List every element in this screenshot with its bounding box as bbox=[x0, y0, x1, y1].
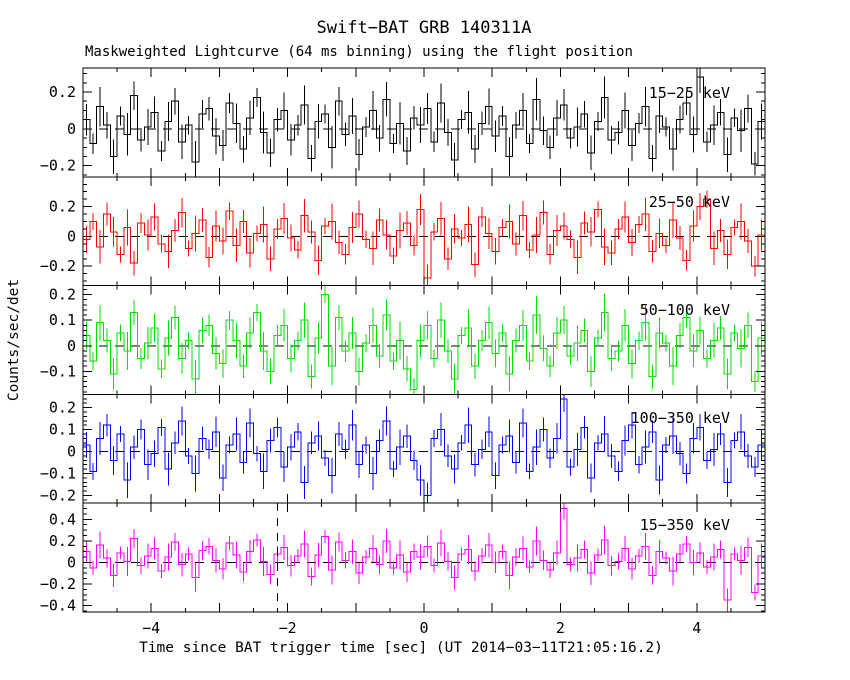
panel-4-y-tick-label: −0.4 bbox=[40, 597, 76, 615]
panel-0-y-tick-label: −0.2 bbox=[40, 157, 76, 175]
panel-4-series bbox=[83, 508, 765, 601]
panel-2-y-tick-label: 0.1 bbox=[49, 311, 76, 329]
chart-subtitle: Maskweighted Lightcurve (64 ms binning) … bbox=[85, 44, 633, 60]
panel-0-y-ticks bbox=[83, 73, 765, 176]
chart-title: Swift−BAT GRB 140311A bbox=[317, 18, 532, 38]
x-tick-label: 2 bbox=[556, 619, 565, 637]
band-label-25-50-kev: 25−50 keV bbox=[649, 193, 730, 211]
panel-4-x-ticks bbox=[116, 503, 732, 612]
panel-1-y-tick-label: −0.2 bbox=[40, 257, 76, 275]
panel-4-y-tick-label: −0.2 bbox=[40, 575, 76, 593]
x-tick-label: −4 bbox=[142, 619, 160, 637]
panel-3-y-tick-label: −0.2 bbox=[40, 487, 76, 505]
panel-3-y-ticks bbox=[83, 398, 765, 501]
panel-2-y-tick-label: 0.2 bbox=[49, 286, 76, 304]
x-tick-label: 0 bbox=[419, 619, 428, 637]
panel-0-y-tick-label: 0 bbox=[67, 120, 76, 138]
band-label-50-100-kev: 50−100 keV bbox=[640, 301, 730, 319]
x-tick-label: −2 bbox=[279, 619, 297, 637]
band-label-15-25-kev: 15−25 keV bbox=[649, 84, 730, 102]
panel-4-y-ticks bbox=[83, 508, 765, 612]
panel-4-y-tick-label: 0.4 bbox=[49, 510, 76, 528]
panel-2-y-tick-label: 0 bbox=[67, 337, 76, 355]
plot-layer: 0.2 0 −0.2 0.2 0 −0.2 0.2 0.1 0 −0.1 0.2 0.1 0 −0.1 −0… bbox=[40, 67, 766, 637]
panel-1-y-ticks bbox=[83, 183, 765, 282]
x-tick-label: 4 bbox=[692, 619, 701, 637]
panel-4-y-tick-label: 0 bbox=[67, 553, 76, 571]
panel-3-y-tick-label: −0.1 bbox=[40, 465, 76, 483]
panel-2-series bbox=[83, 294, 765, 390]
panel-1-y-tick-label: 0.2 bbox=[49, 198, 76, 216]
panel-2-y-tick-label: −0.1 bbox=[40, 362, 76, 380]
panel-1-y-tick-label: 0 bbox=[67, 227, 76, 245]
panel-0-x-ticks bbox=[116, 68, 732, 177]
panel-4-y-tick-label: 0.2 bbox=[49, 532, 76, 550]
panel-3-x-ticks bbox=[116, 394, 732, 504]
panel-0-y-tick-label: 0.2 bbox=[49, 83, 76, 101]
panel-2-y-ticks bbox=[83, 288, 765, 393]
y-axis-label: Counts/sec/det bbox=[6, 279, 22, 401]
panel-0-series bbox=[83, 76, 765, 165]
x-axis-label: Time since BAT trigger time [sec] (UT 20… bbox=[139, 640, 663, 656]
panel-1-x-ticks bbox=[116, 176, 732, 286]
band-label-15-350-kev: 15−350 keV bbox=[640, 516, 730, 534]
panel-3-y-tick-label: 0.2 bbox=[49, 399, 76, 417]
panel-1-series bbox=[83, 198, 765, 279]
panel-2-x-ticks bbox=[116, 285, 732, 395]
panel-3-y-tick-label: 0 bbox=[67, 443, 76, 461]
panel-3-y-tick-label: 0.1 bbox=[49, 421, 76, 439]
panel-3-series bbox=[83, 398, 765, 496]
band-label-100-350-kev: 100−350 keV bbox=[631, 409, 730, 427]
